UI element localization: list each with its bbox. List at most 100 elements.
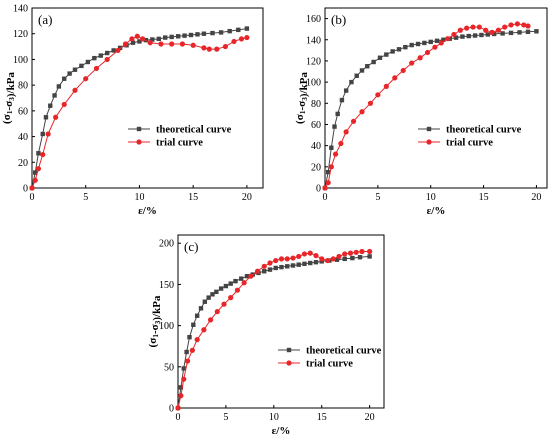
data-point [32, 177, 38, 183]
data-point [403, 44, 408, 50]
data-point [218, 30, 224, 35]
data-point [72, 87, 78, 93]
data-point [169, 41, 175, 47]
data-point [194, 337, 200, 343]
data-point [339, 97, 345, 103]
data-point [83, 76, 89, 82]
data-point [53, 114, 59, 120]
data-point [332, 124, 337, 129]
data-point [72, 67, 78, 72]
y-tick-label: 0 [23, 184, 28, 195]
y-tick-label: 140 [13, 4, 28, 15]
data-point [221, 301, 227, 307]
data-point [214, 289, 219, 295]
data-point [347, 250, 354, 256]
legend-marker [136, 126, 142, 132]
data-point [201, 31, 207, 36]
legend-label: theoretical curve [156, 125, 232, 136]
data-point [248, 273, 254, 279]
y-tick-label: 100 [159, 321, 174, 332]
data-point [319, 256, 325, 262]
data-point [150, 37, 155, 42]
x-tick-label: 10 [426, 192, 436, 203]
data-point [296, 253, 302, 260]
series-theoretical [175, 254, 372, 411]
data-point [188, 32, 194, 38]
data-point [415, 41, 421, 47]
data-point [33, 170, 38, 175]
legend-label: theoretical curve [306, 346, 382, 357]
y-tick-label: 80 [18, 81, 28, 92]
data-point [184, 358, 191, 364]
panel-label: (a) [38, 12, 52, 27]
data-point [140, 36, 146, 42]
data-point [239, 276, 244, 281]
data-point [181, 366, 186, 371]
data-point [52, 93, 57, 98]
chart-panel-b: 0 5 10 15 20 0 20 40 60 80 100 120 140 160 ε/% (σ1-σ3)/… [294, 7, 548, 217]
series-line [177, 251, 370, 409]
data-point [207, 317, 214, 323]
plot-frame [177, 234, 385, 409]
data-point [330, 256, 336, 262]
data-point [325, 180, 331, 186]
data-point [434, 38, 440, 44]
data-point [375, 92, 381, 98]
data-point [206, 46, 212, 52]
data-point [417, 55, 423, 61]
data-point [521, 22, 527, 28]
data-point [244, 273, 250, 279]
legend: theoretical curve trial curve [278, 346, 382, 370]
legend-label: trial curve [156, 138, 203, 149]
data-point [424, 49, 431, 56]
data-point [236, 27, 241, 33]
data-point [267, 260, 273, 266]
data-point [40, 131, 45, 137]
data-point [308, 260, 313, 266]
data-point [365, 64, 370, 69]
data-point [156, 36, 161, 42]
data-point [438, 40, 444, 46]
chart-panel-c: 0 5 10 15 20050100150200ε/%(σ1-σ3)/kPa(c)the… [147, 234, 385, 437]
data-point [241, 280, 247, 286]
data-point [525, 29, 531, 35]
legend-marker [136, 139, 142, 145]
data-point [163, 35, 168, 40]
data-point [273, 265, 278, 271]
data-point [122, 41, 129, 47]
data-point [396, 47, 402, 52]
data-point [206, 295, 211, 300]
data-point [40, 151, 46, 158]
y-tick-label: 140 [306, 35, 321, 46]
data-point [359, 248, 365, 255]
y-tick-label: 100 [306, 78, 321, 89]
data-point [428, 39, 433, 45]
data-point [115, 47, 121, 54]
legend-marker [286, 360, 292, 366]
data-point [502, 24, 508, 30]
data-point [338, 140, 344, 147]
series-theoretical [29, 26, 250, 191]
data-point [359, 68, 365, 73]
series-line [324, 30, 537, 189]
data-point [222, 43, 228, 50]
x-tick-label: 5 [83, 192, 88, 203]
y-axis-label: (σ1-σ3)/kPa [294, 72, 310, 124]
data-point [45, 131, 51, 137]
data-point [313, 259, 319, 265]
plot-frame [31, 7, 264, 189]
y-tick-label: 150 [159, 280, 174, 291]
data-point [409, 42, 414, 48]
legend-label: theoretical curve [446, 125, 522, 136]
data-point [534, 29, 539, 34]
x-axis-label: ε/% [138, 205, 157, 217]
data-point [290, 255, 296, 261]
data-point [367, 248, 373, 255]
data-point [371, 59, 376, 65]
data-point [313, 252, 319, 259]
y-tick-label: 120 [306, 56, 321, 67]
data-point [377, 55, 383, 60]
data-point [238, 36, 245, 42]
data-point [422, 40, 427, 46]
data-point [445, 36, 451, 42]
